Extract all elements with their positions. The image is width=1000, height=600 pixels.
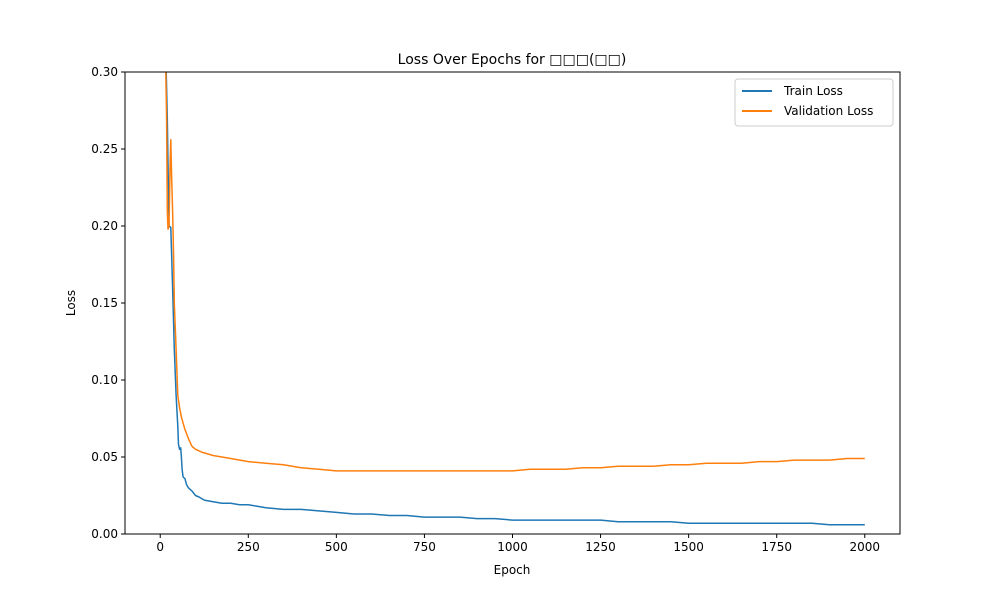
x-tick-label: 1250 [585, 540, 616, 554]
legend: Train Loss Validation Loss [734, 78, 894, 127]
y-tick-label: 0.15 [91, 296, 118, 310]
x-tick-label: 1000 [497, 540, 528, 554]
y-axis: 0.00 0.05 0.10 0.15 0.20 0.25 0.30 [91, 65, 125, 541]
y-tick-label: 0.25 [91, 142, 118, 156]
y-tick-label: 0.30 [91, 65, 118, 79]
x-axis-label: Epoch [494, 563, 531, 577]
x-tick-label: 750 [413, 540, 436, 554]
x-axis: 0 250 500 750 1000 1250 1500 1750 2000 [156, 534, 880, 554]
x-tick-label: 250 [237, 540, 260, 554]
series-line-validation-loss [165, 72, 865, 472]
y-tick-label: 0.10 [91, 373, 118, 387]
x-tick-label: 500 [325, 540, 348, 554]
x-tick-label: 0 [156, 540, 164, 554]
plot-frame [124, 71, 901, 535]
x-tick-label: 1500 [673, 540, 704, 554]
y-tick-label: 0.20 [91, 219, 118, 233]
series-layer [165, 72, 865, 526]
chart-title: Loss Over Epochs for □□□(□□) [398, 52, 627, 68]
legend-label: Validation Loss [784, 104, 873, 118]
x-tick-label: 1750 [761, 540, 792, 554]
legend-box [734, 78, 894, 127]
y-axis-label: Loss [64, 290, 78, 316]
series-line-train-loss [165, 72, 865, 526]
y-tick-label: 0.05 [91, 450, 118, 464]
y-tick-label: 0.00 [91, 527, 118, 541]
legend-label: Train Loss [783, 84, 843, 98]
x-tick-label: 2000 [849, 540, 880, 554]
